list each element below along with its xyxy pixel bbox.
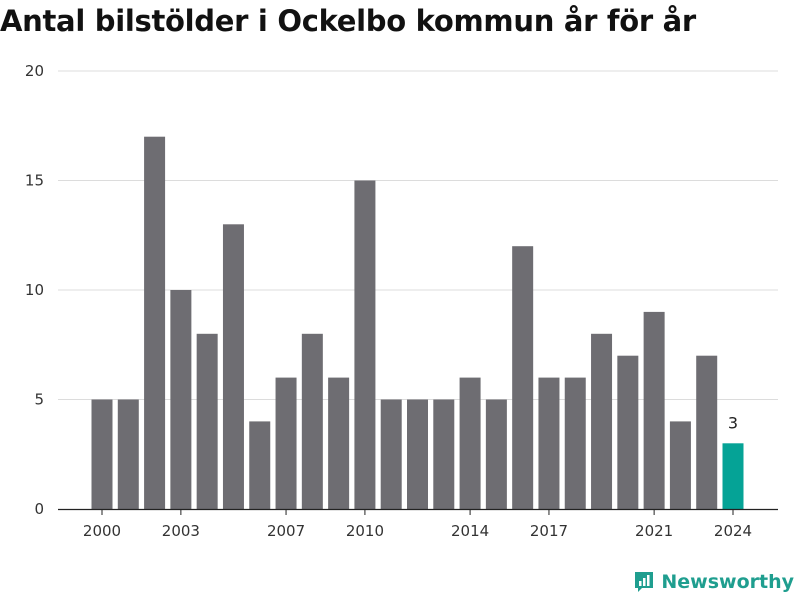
bar-2012 <box>407 399 428 509</box>
x-tick-label: 2014 <box>451 522 489 540</box>
gridlines <box>58 70 778 400</box>
newsworthy-logo: Newsworthy <box>633 570 794 594</box>
bar-2024 <box>722 443 744 509</box>
x-tick-label: 2010 <box>346 522 384 540</box>
bar-2022 <box>669 421 691 509</box>
bar-2015 <box>485 399 507 509</box>
chart-title: Antal bilstölder i Ockelbo kommun år för… <box>0 4 696 38</box>
y-tick-label: 20 <box>25 62 44 80</box>
y-tick-label: 15 <box>25 172 44 190</box>
bars <box>91 136 744 510</box>
bar-2011 <box>380 399 402 509</box>
y-tick-label: 5 <box>34 391 44 409</box>
bar-2019 <box>591 333 613 509</box>
bar-2006 <box>249 421 271 509</box>
x-tick-label: 2017 <box>530 522 568 540</box>
x-tick-label: 2021 <box>635 522 673 540</box>
bar-2013 <box>433 399 455 509</box>
bar-2018 <box>564 377 586 509</box>
bar-2009 <box>328 377 350 509</box>
bar-2007 <box>275 377 297 509</box>
bar-2003 <box>170 290 192 509</box>
bar-2021 <box>643 311 665 509</box>
bar-2017 <box>538 377 560 509</box>
bar-2020 <box>617 355 639 509</box>
y-tick-label: 0 <box>34 500 44 518</box>
x-tick-label: 2007 <box>267 522 305 540</box>
bar-2014 <box>459 377 481 509</box>
x-axis <box>58 508 778 515</box>
bar-2008 <box>301 333 323 509</box>
x-tick-label: 2024 <box>714 522 752 540</box>
bar-2005 <box>222 224 244 510</box>
data-label: 3 <box>728 413 738 432</box>
y-tick-label: 10 <box>25 281 44 299</box>
tick-labels: 0 5 10 15 20 2000 2003 2007 2010 2014 2017 2021 2024… <box>25 62 752 540</box>
bar-2023 <box>696 355 718 509</box>
brand-name: Newsworthy <box>661 571 794 593</box>
newsworthy-logo-icon <box>635 572 654 592</box>
bar-2001 <box>117 399 139 509</box>
bar-2000 <box>91 399 113 509</box>
bar-2016 <box>512 246 534 509</box>
bar-2010 <box>354 180 376 509</box>
x-tick-label: 2003 <box>162 522 200 540</box>
bar-2004 <box>196 333 218 509</box>
x-tick-label: 2000 <box>83 522 121 540</box>
bar-2002 <box>144 136 166 509</box>
